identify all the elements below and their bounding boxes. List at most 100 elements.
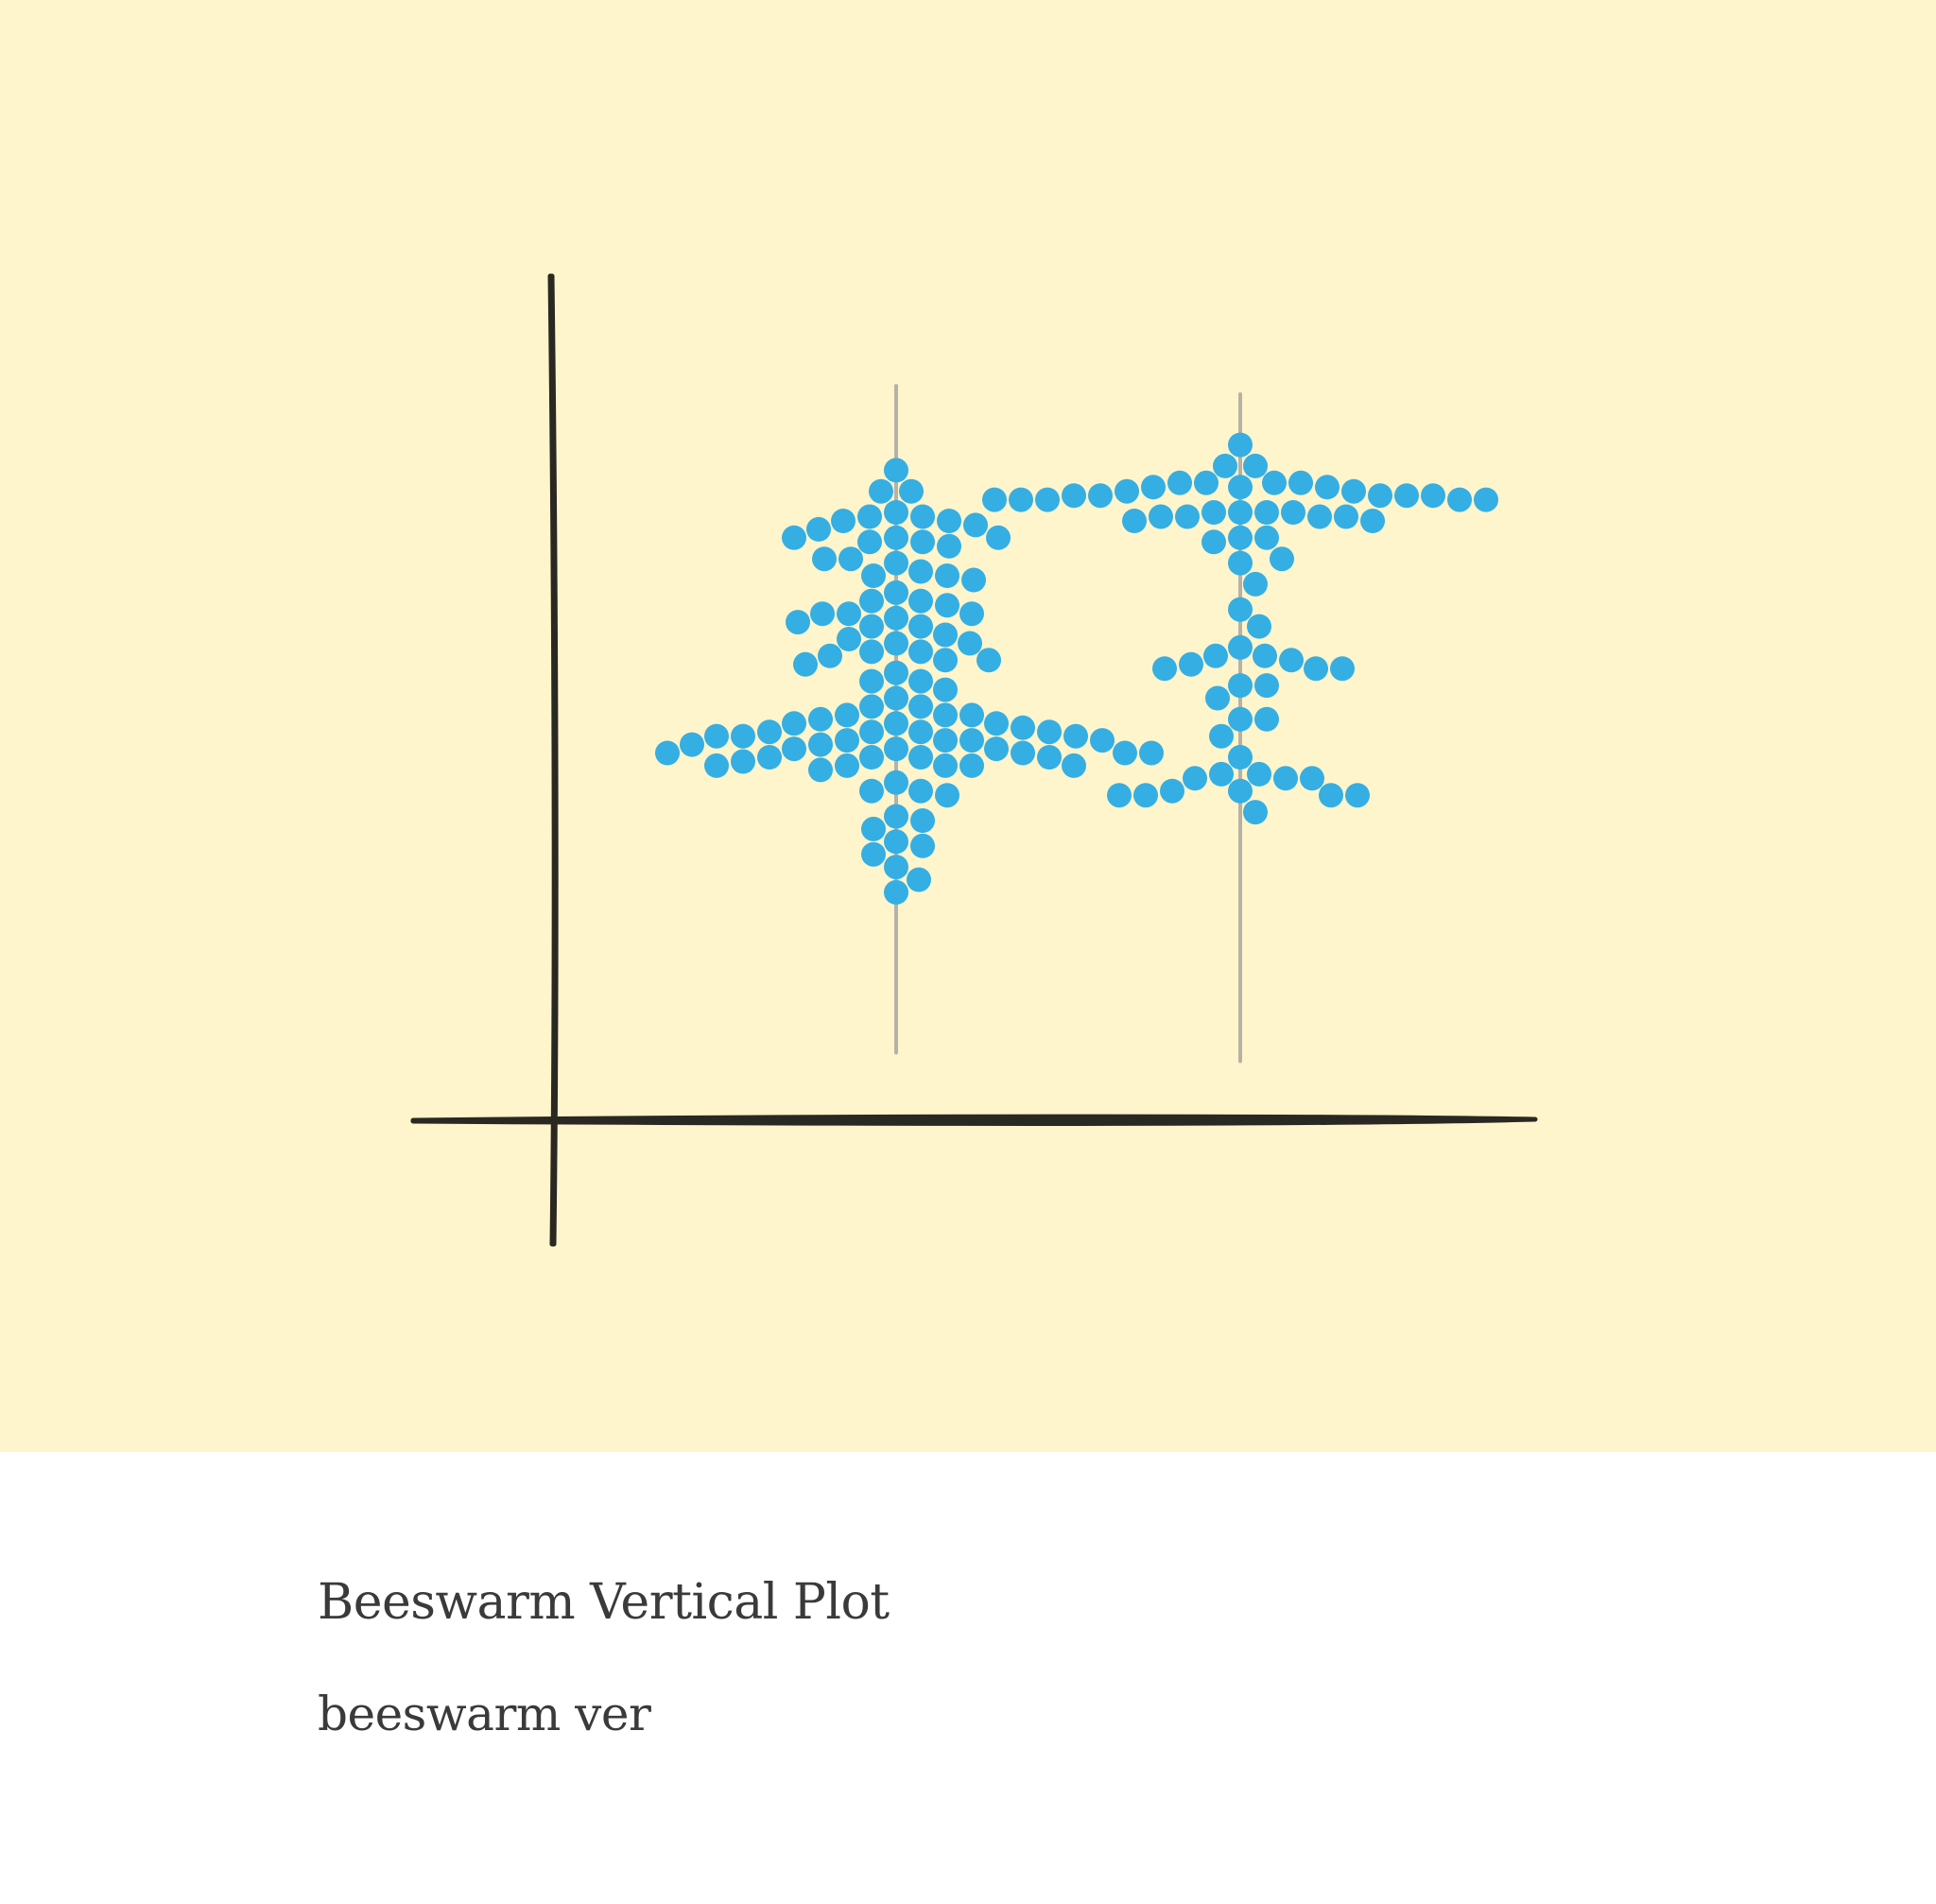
point-s2-34: [1254, 525, 1279, 550]
point-s1-54: [959, 702, 984, 728]
point-s1-19: [884, 550, 908, 576]
point-s2-31: [1122, 509, 1147, 533]
point-s1-6: [857, 504, 882, 529]
point-s1-14: [910, 529, 935, 555]
point-s2-22: [982, 487, 1007, 512]
point-s2-40: [1247, 614, 1271, 639]
point-s1-36: [837, 627, 861, 651]
point-s1-87: [959, 753, 984, 778]
point-s2-10: [1141, 475, 1166, 500]
point-s1-56: [884, 711, 908, 736]
point-s1-84: [731, 749, 755, 774]
point-s2-60: [1300, 766, 1324, 791]
point-s2-18: [1035, 487, 1060, 512]
point-s2-30: [1334, 504, 1358, 529]
point-s2-54: [1209, 723, 1234, 749]
point-s2-61: [1228, 778, 1253, 804]
point-s1-17: [838, 546, 863, 572]
point-s2-42: [1253, 643, 1277, 668]
point-s1-77: [1113, 740, 1137, 766]
point-s1-57: [984, 711, 1009, 736]
point-s2-8: [1228, 475, 1253, 500]
point-s1-47: [859, 668, 884, 694]
point-s2-62: [1160, 778, 1184, 804]
point-s1-80: [908, 745, 933, 770]
point-s2-38: [1243, 571, 1268, 597]
point-s2-63: [1319, 783, 1343, 808]
point-s2-51: [1205, 685, 1230, 711]
point-s1-95: [884, 804, 908, 829]
point-s1-13: [782, 525, 806, 550]
point-s1-39: [908, 639, 933, 665]
point-s1-45: [884, 660, 908, 685]
point-s1-5: [910, 504, 935, 529]
point-s1-4: [884, 500, 908, 525]
point-s2-52: [1228, 706, 1253, 732]
point-s2-29: [1149, 504, 1173, 529]
point-s1-75: [782, 736, 806, 762]
point-s1-62: [757, 719, 782, 745]
point-s1-38: [958, 631, 982, 656]
point-s1-32: [786, 610, 810, 635]
point-s2-7: [1167, 470, 1192, 495]
point-s1-76: [1011, 740, 1035, 766]
point-s1-59: [1011, 715, 1035, 740]
point-s1-73: [884, 736, 908, 762]
point-s1-2: [899, 478, 924, 504]
point-s2-37: [1228, 550, 1253, 576]
point-s1-51: [859, 694, 884, 719]
point-s1-27: [935, 593, 959, 618]
point-s2-43: [1203, 643, 1228, 668]
point-s2-59: [1183, 766, 1207, 791]
x-axis: [410, 1114, 1538, 1126]
point-s1-67: [933, 728, 958, 753]
point-s1-49: [884, 685, 908, 711]
point-s2-16: [1062, 483, 1086, 509]
point-s1-93: [859, 778, 884, 804]
beeswarm-chart: [410, 273, 1538, 1247]
point-s2-46: [1304, 656, 1328, 682]
point-s2-65: [1345, 783, 1370, 808]
point-s2-9: [1315, 475, 1340, 500]
point-s1-91: [884, 770, 908, 795]
point-s1-85: [933, 753, 958, 778]
point-s1-53: [835, 702, 859, 728]
point-s2-66: [1107, 783, 1132, 808]
point-s1-94: [935, 783, 959, 808]
point-s2-14: [1088, 483, 1113, 509]
point-s2-64: [1133, 783, 1158, 808]
point-s1-48: [933, 677, 958, 702]
point-s1-60: [908, 719, 933, 745]
point-s1-11: [884, 525, 908, 550]
point-s1-89: [704, 753, 729, 778]
point-s2-47: [1152, 656, 1177, 682]
point-s1-92: [908, 778, 933, 804]
point-s1-50: [908, 694, 933, 719]
point-s1-79: [1139, 740, 1164, 766]
point-s1-41: [818, 643, 842, 668]
point-s1-21: [861, 563, 886, 588]
point-s1-55: [808, 706, 833, 732]
point-s2-24: [1254, 500, 1279, 525]
point-s1-46: [908, 668, 933, 694]
chart-illustration: [0, 0, 1936, 1452]
point-s1-69: [959, 728, 984, 753]
point-s1-44: [793, 651, 818, 677]
points-layer: [655, 432, 1498, 905]
point-s1-20: [908, 559, 933, 584]
point-s1-102: [907, 867, 931, 892]
y-axis: [547, 273, 559, 1247]
point-s2-33: [1228, 525, 1253, 550]
point-s2-36: [1270, 546, 1294, 572]
point-s2-3: [1213, 453, 1237, 478]
point-s1-37: [884, 631, 908, 656]
caption: Beeswarm Vertical Plot beeswarm ver: [318, 1569, 890, 1747]
point-s2-50: [1254, 673, 1279, 699]
point-s1-64: [731, 723, 755, 749]
point-s1-99: [910, 833, 935, 858]
point-s1-22: [935, 563, 959, 588]
point-s1-25: [908, 588, 933, 614]
point-s1-83: [1037, 745, 1062, 770]
point-s1-65: [1063, 723, 1088, 749]
point-s2-21: [1474, 487, 1498, 512]
